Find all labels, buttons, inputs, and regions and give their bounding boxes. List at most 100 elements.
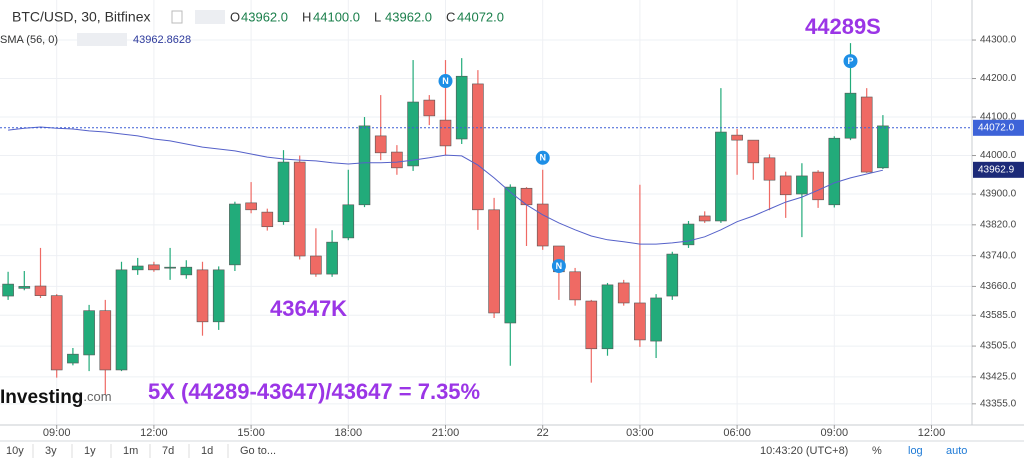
legend-value: 44072.0 bbox=[457, 9, 504, 24]
x-tick-label: 12:00 bbox=[918, 427, 946, 439]
legend-key: O bbox=[230, 9, 240, 24]
candle-body bbox=[682, 223, 695, 246]
candle-body bbox=[245, 202, 257, 211]
candle-body bbox=[877, 125, 889, 169]
x-tick-label: 18:00 bbox=[335, 427, 363, 439]
logo-suffix: .com bbox=[83, 389, 111, 404]
event-marker[interactable] bbox=[438, 74, 453, 89]
hide-icon[interactable] bbox=[171, 10, 183, 24]
indicator-name: SMA (56, 0) bbox=[0, 34, 58, 46]
event-marker-label: P bbox=[847, 56, 853, 66]
candle-body bbox=[391, 151, 403, 169]
candle-body bbox=[844, 92, 857, 139]
candle-body bbox=[715, 131, 727, 222]
settings-icons[interactable] bbox=[195, 10, 225, 24]
legend-value: 43962.0 bbox=[385, 9, 432, 24]
x-tick-label: 09:00 bbox=[821, 427, 849, 439]
sma-line bbox=[8, 126, 884, 245]
candle-body bbox=[148, 264, 160, 271]
candle-body bbox=[601, 284, 614, 350]
annotation: 5X (44289-43647)/43647 = 7.35% bbox=[148, 379, 480, 404]
goto-button[interactable]: Go to... bbox=[240, 445, 276, 457]
candle-body bbox=[18, 286, 31, 289]
candle-body bbox=[731, 134, 743, 141]
y-tick-label: 43660.0 bbox=[980, 281, 1017, 292]
candle-body bbox=[650, 297, 662, 342]
range-button[interactable]: 1y bbox=[84, 445, 96, 457]
option-button[interactable]: log bbox=[908, 445, 923, 457]
candle-body bbox=[261, 211, 274, 228]
candle-body bbox=[50, 295, 63, 371]
y-tick-label: 43505.0 bbox=[980, 341, 1017, 352]
legend-value: 44100.0 bbox=[313, 9, 360, 24]
candle-body bbox=[569, 271, 581, 301]
candle-body bbox=[747, 139, 760, 164]
last-price-badge bbox=[973, 119, 1024, 136]
range-button[interactable]: 1m bbox=[123, 445, 138, 457]
candle-body bbox=[828, 137, 841, 206]
candle-body bbox=[407, 101, 419, 167]
candle-body bbox=[698, 215, 711, 222]
annotation: 44289S bbox=[805, 14, 881, 39]
candle-body bbox=[455, 75, 468, 140]
y-tick-label: 43355.0 bbox=[980, 398, 1017, 409]
x-tick-label: 09:00 bbox=[43, 427, 71, 439]
y-tick-label: 44300.0 bbox=[980, 35, 1017, 46]
annotation: 43647K bbox=[270, 296, 347, 321]
legend-value: 43962.0 bbox=[241, 9, 288, 24]
candle-body bbox=[423, 99, 436, 117]
y-tick-label: 44000.0 bbox=[980, 150, 1017, 161]
clock: 10:43:20 (UTC+8) bbox=[760, 445, 848, 457]
event-marker[interactable] bbox=[843, 54, 858, 69]
candle-body bbox=[358, 125, 371, 206]
option-button[interactable]: % bbox=[872, 445, 882, 457]
y-tick-label: 43740.0 bbox=[980, 250, 1017, 261]
event-marker[interactable] bbox=[535, 150, 550, 165]
legend-key: L bbox=[374, 9, 381, 24]
candle-body bbox=[229, 203, 241, 266]
candle-body bbox=[488, 209, 500, 314]
range-button[interactable]: 3y bbox=[45, 445, 57, 457]
candle-body bbox=[504, 186, 517, 324]
candle-body bbox=[212, 269, 225, 323]
y-tick-label: 44200.0 bbox=[980, 73, 1017, 84]
candle-body bbox=[536, 203, 549, 247]
event-marker-label: N bbox=[539, 153, 546, 163]
candle-body bbox=[812, 171, 824, 201]
logo: Investing.com bbox=[0, 387, 112, 408]
candle-body bbox=[439, 119, 452, 147]
x-tick-label: 21:00 bbox=[432, 427, 460, 439]
indicator-value: 43962.8628 bbox=[133, 34, 191, 46]
candle-body bbox=[763, 157, 776, 181]
x-tick-label: 12:00 bbox=[140, 427, 168, 439]
candle-body bbox=[617, 282, 630, 304]
indicator-icons[interactable] bbox=[77, 33, 127, 46]
sma-badge bbox=[973, 161, 1024, 178]
y-tick-label: 44100.0 bbox=[980, 112, 1017, 123]
option-button[interactable]: auto bbox=[946, 445, 967, 457]
range-button[interactable]: 10y bbox=[6, 445, 24, 457]
sma-badge-label: 43962.9 bbox=[978, 164, 1015, 175]
y-tick-label: 43820.0 bbox=[980, 219, 1017, 230]
legend-key: H bbox=[302, 9, 311, 24]
x-tick-label: 22 bbox=[537, 427, 549, 439]
candle-body bbox=[180, 266, 193, 276]
candle-body bbox=[99, 310, 112, 371]
y-tick-label: 43585.0 bbox=[980, 310, 1017, 321]
symbol-title: BTC/USD, 30, Bitfinex bbox=[12, 9, 151, 25]
candle-body bbox=[342, 204, 355, 239]
candle-body bbox=[115, 269, 128, 371]
x-tick-label: 03:00 bbox=[626, 427, 654, 439]
legend-key: C bbox=[446, 9, 455, 24]
candle-body bbox=[374, 135, 387, 154]
candle-body bbox=[164, 266, 176, 269]
last-price-label: 44072.0 bbox=[978, 122, 1015, 133]
range-button[interactable]: 7d bbox=[162, 445, 174, 457]
event-marker[interactable] bbox=[551, 258, 566, 273]
range-button[interactable]: 1d bbox=[201, 445, 213, 457]
candle-body bbox=[67, 353, 79, 364]
candle-body bbox=[293, 161, 306, 257]
candle-body bbox=[277, 161, 290, 223]
candle-body bbox=[666, 253, 679, 297]
